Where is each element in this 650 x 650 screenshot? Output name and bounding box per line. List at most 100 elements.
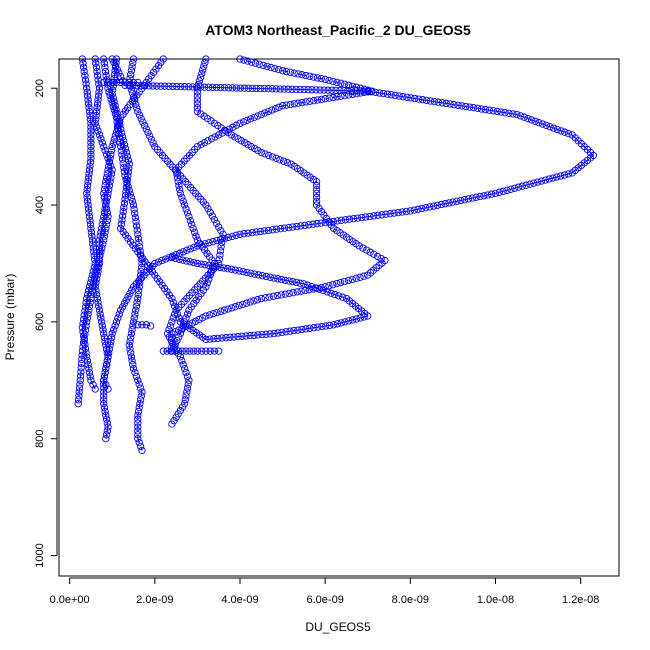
- data-point: [247, 58, 256, 66]
- data-point: [258, 330, 266, 339]
- data-point: [101, 181, 109, 190]
- data-point: [95, 259, 104, 268]
- data-point: [325, 94, 333, 102]
- data-series: [100, 55, 598, 393]
- data-point: [169, 314, 177, 322]
- data-point: [329, 281, 337, 289]
- data-point: [318, 322, 326, 331]
- data-point: [134, 411, 142, 420]
- data-point: [131, 213, 139, 222]
- data-point: [175, 333, 183, 341]
- data-point: [173, 310, 182, 318]
- data-point: [117, 147, 126, 155]
- data-point: [201, 59, 209, 67]
- data-point: [282, 67, 291, 76]
- data-point: [89, 240, 97, 248]
- data-point: [85, 209, 93, 217]
- data-point: [535, 119, 543, 127]
- data-point: [419, 96, 427, 104]
- data-point: [206, 271, 214, 279]
- data-point: [322, 322, 330, 330]
- data-point: [124, 156, 132, 164]
- data-point: [193, 242, 202, 250]
- data-point: [104, 154, 112, 162]
- data-point: [100, 396, 108, 404]
- data-point: [370, 250, 378, 258]
- data-point: [135, 438, 143, 447]
- data-point: [135, 403, 143, 412]
- data-series: [125, 55, 227, 428]
- data-point: [174, 347, 183, 355]
- data-point: [91, 385, 99, 393]
- data-point: [202, 201, 210, 209]
- data-point: [268, 85, 276, 93]
- data-point: [415, 95, 423, 103]
- data-point: [511, 184, 519, 192]
- data-point: [472, 193, 480, 201]
- data-point: [386, 210, 394, 218]
- data-point: [132, 302, 141, 310]
- data-point: [348, 316, 357, 324]
- data-point: [176, 189, 185, 198]
- data-point: [505, 109, 513, 117]
- data-point: [284, 85, 292, 93]
- data-point: [103, 216, 111, 225]
- data-point: [104, 189, 112, 198]
- data-point: [100, 189, 108, 198]
- data-point: [123, 152, 132, 161]
- data-point: [169, 298, 177, 307]
- data-point: [553, 173, 561, 181]
- data-point: [107, 162, 115, 170]
- data-point: [200, 139, 209, 147]
- data-point: [135, 380, 143, 388]
- data-point: [134, 431, 142, 439]
- data-point: [557, 172, 565, 180]
- data-point: [94, 298, 102, 307]
- data-point: [171, 254, 180, 263]
- data-point: [215, 131, 223, 139]
- data-point: [296, 85, 304, 94]
- data-point: [289, 289, 297, 297]
- data-point: [83, 290, 92, 299]
- data-point: [272, 154, 280, 162]
- data-series: [108, 55, 372, 344]
- data-point: [229, 123, 237, 131]
- data-point: [300, 280, 308, 288]
- data-point: [182, 347, 190, 355]
- data-point: [193, 347, 202, 355]
- data-point: [100, 78, 108, 87]
- data-point: [104, 78, 112, 87]
- data-point: [134, 419, 142, 427]
- data-point: [149, 82, 157, 90]
- data-point: [186, 347, 194, 355]
- data-point: [336, 86, 344, 95]
- data-point: [399, 93, 407, 101]
- data-point: [115, 117, 123, 125]
- data-point: [205, 275, 213, 283]
- data-point: [313, 96, 322, 104]
- data-point: [117, 142, 125, 151]
- chart-title: ATOM3 Northeast_Pacific_2 DU_GEOS5: [205, 22, 471, 38]
- data-point: [100, 376, 108, 384]
- data-point: [85, 170, 93, 178]
- data-point: [84, 361, 92, 369]
- data-point: [90, 252, 98, 260]
- data-point: [289, 278, 297, 286]
- data-point: [127, 67, 136, 75]
- data-point: [193, 92, 202, 100]
- data-point: [129, 59, 137, 67]
- data-point: [355, 242, 363, 250]
- data-point: [197, 241, 205, 249]
- data-point: [78, 351, 86, 359]
- data-point: [226, 333, 234, 341]
- data-point: [312, 181, 321, 190]
- data-point: [182, 205, 190, 213]
- data-point: [83, 92, 92, 100]
- data-point: [180, 201, 189, 209]
- data-point: [254, 271, 263, 279]
- data-point: [121, 191, 130, 199]
- data-point: [323, 288, 331, 296]
- data-point: [147, 135, 156, 144]
- data-point: [422, 96, 431, 105]
- data-point: [477, 105, 486, 113]
